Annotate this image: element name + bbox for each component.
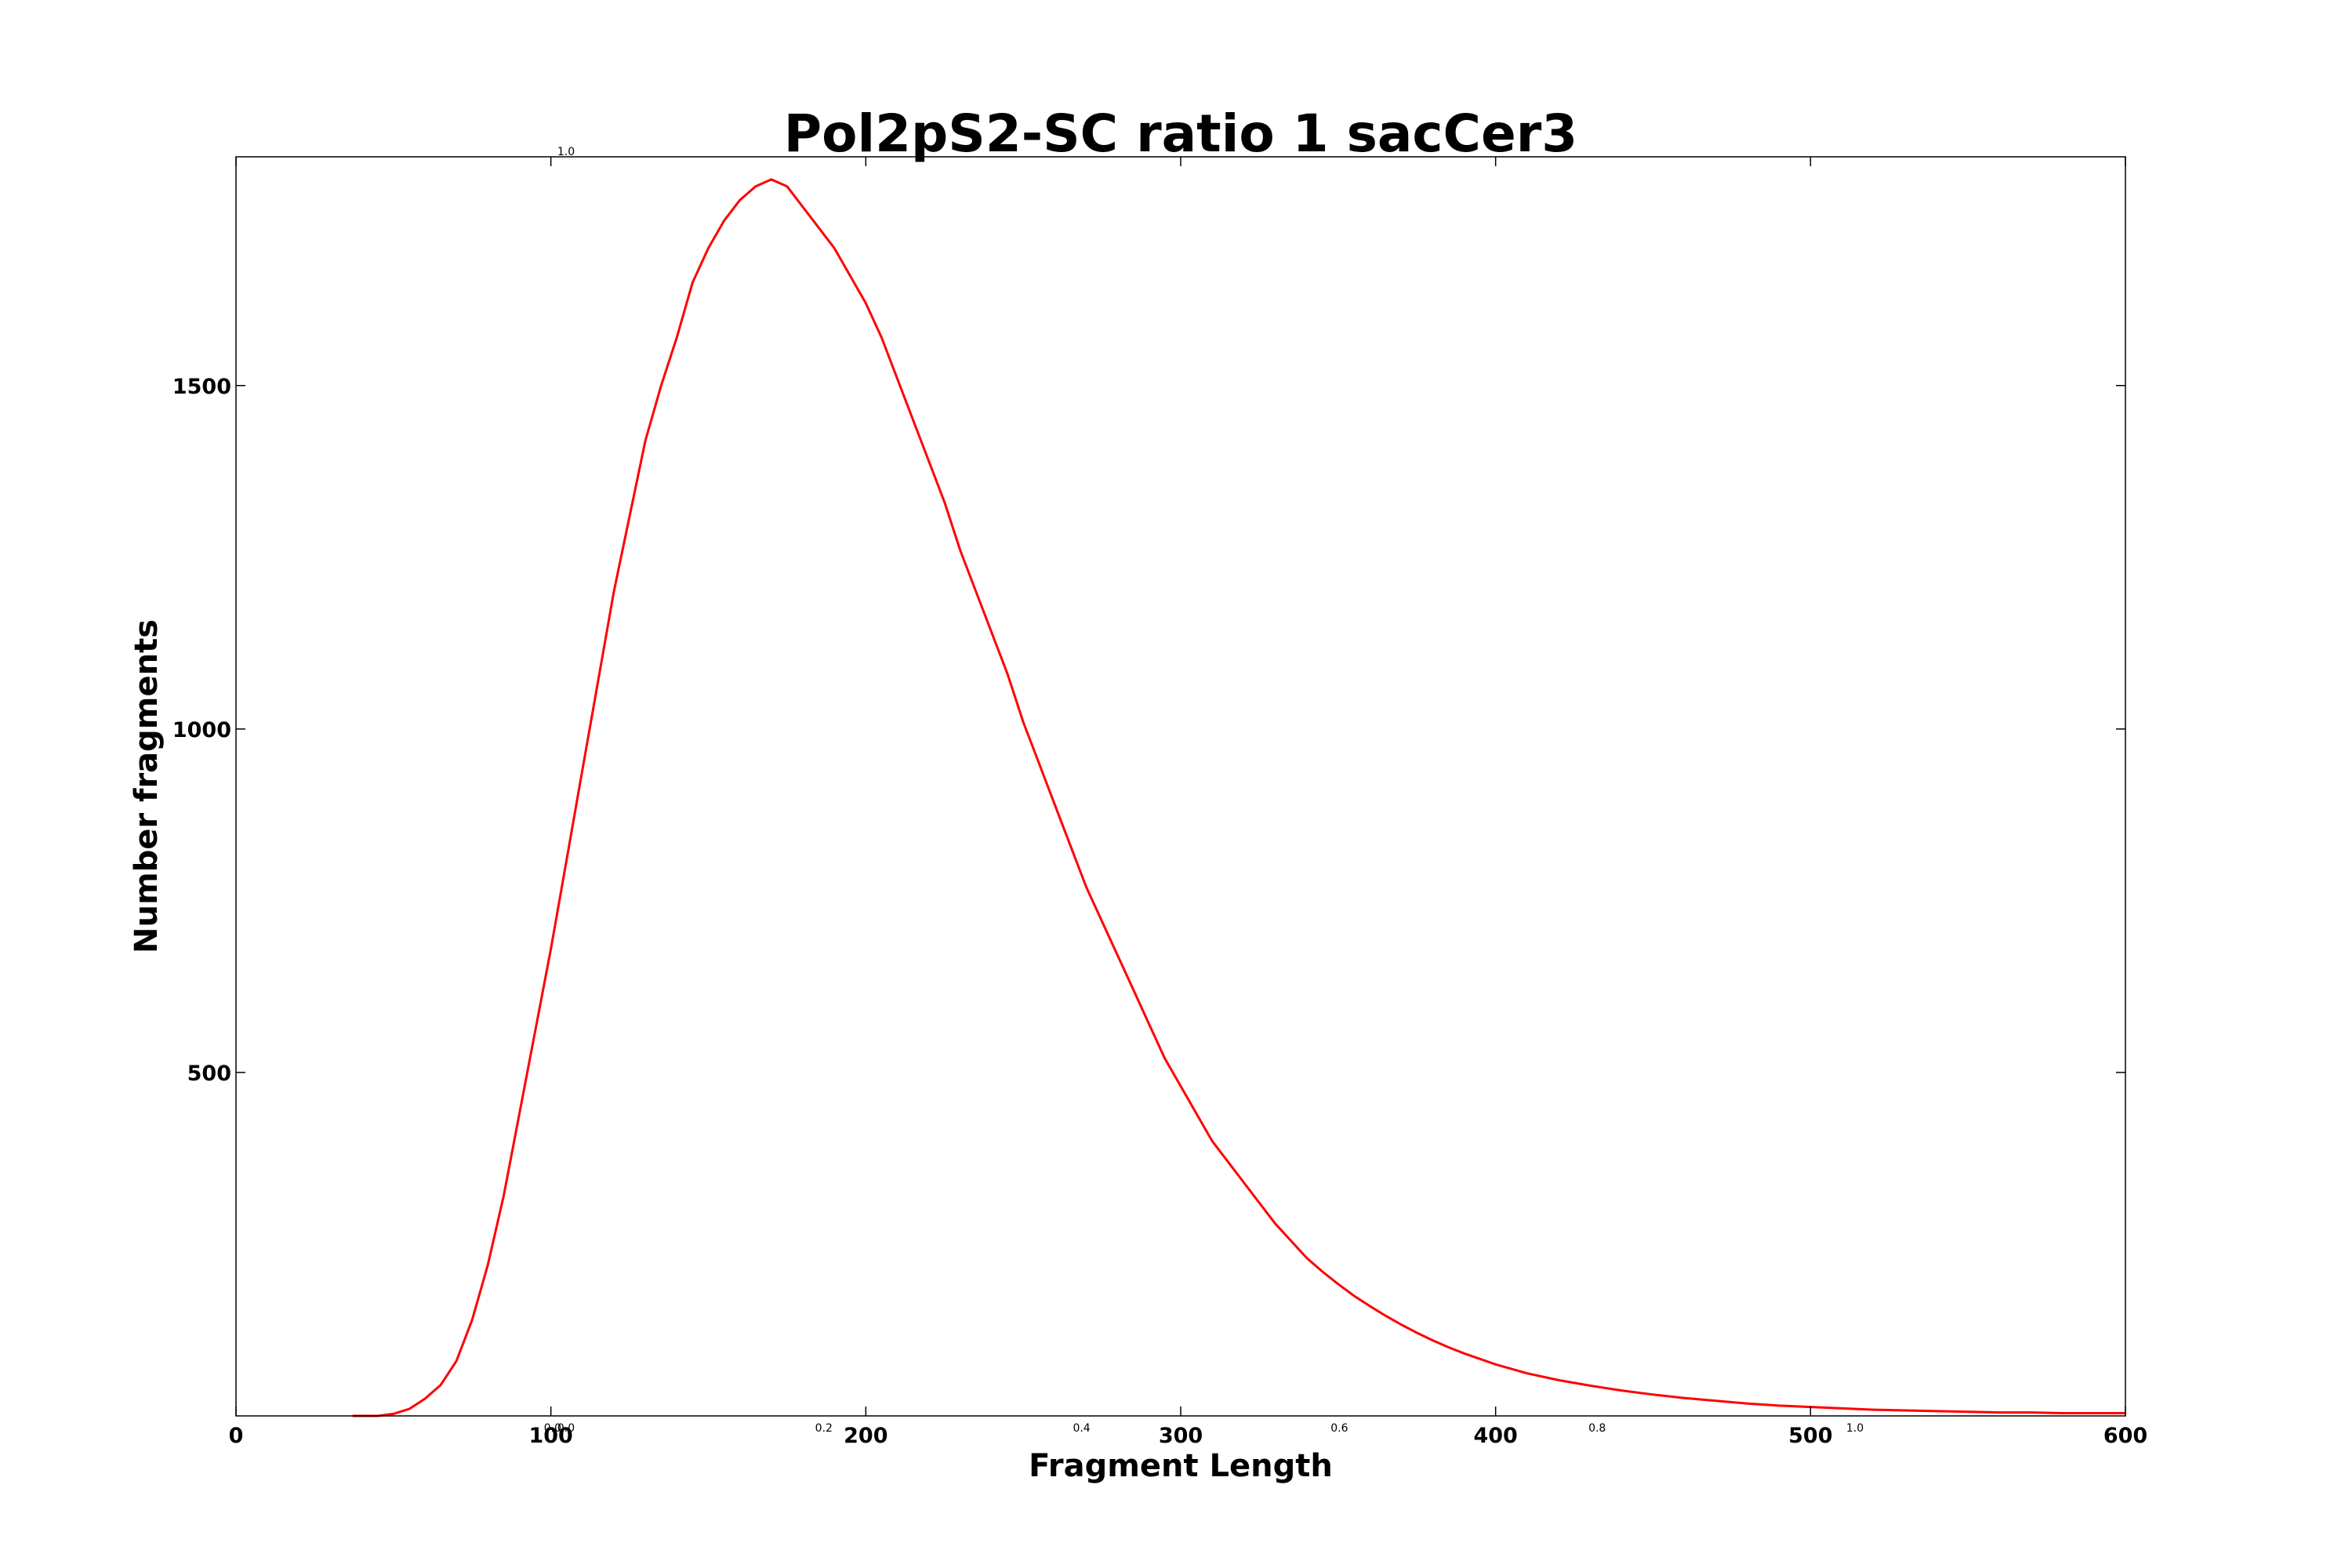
x-tick-label: 400 — [1473, 1424, 1517, 1448]
series-line-1 — [352, 178, 2125, 1417]
y-tick-label: 1500 — [172, 375, 231, 399]
y-tick-label: 500 — [187, 1062, 231, 1086]
overlay-x-tick-label: 1.0 — [1846, 1422, 1864, 1435]
y-tick-label: 1000 — [172, 718, 231, 742]
plot-frame — [235, 156, 2126, 1417]
x-tick-label: 600 — [2103, 1424, 2147, 1448]
overlay-x-tick-label: 0.4 — [1073, 1422, 1090, 1435]
x-tick-label: 0 — [229, 1424, 244, 1448]
x-axis-label: Fragment Length — [1029, 1448, 1333, 1484]
x-tick-label: 500 — [1788, 1424, 1832, 1448]
x-tick-label: 200 — [844, 1424, 887, 1448]
y-axis-label: Number fragments — [129, 619, 165, 953]
overlay-x-tick-label: 0.0 — [557, 1422, 575, 1435]
overlay-x-tick-label: 0.2 — [815, 1422, 833, 1435]
plot-area — [352, 178, 2125, 1417]
axes: 0 100 200 300 400 500 600 500 1000 1500 0.0 0.2 0.4 0… — [172, 146, 2147, 1448]
x-tick-label: 300 — [1159, 1424, 1203, 1448]
overlay-y-top-label: 1.0 — [557, 146, 575, 158]
overlay-x-tick-label: 0.6 — [1330, 1422, 1348, 1435]
x-tick-label: 100 — [528, 1424, 572, 1448]
overlay-x-tick-label: 0.8 — [1588, 1422, 1606, 1435]
chart-title: Pol2pS2-SC ratio 1 sacCer3 — [784, 103, 1577, 164]
overlay-x-left-label: 0.0 — [544, 1422, 561, 1435]
